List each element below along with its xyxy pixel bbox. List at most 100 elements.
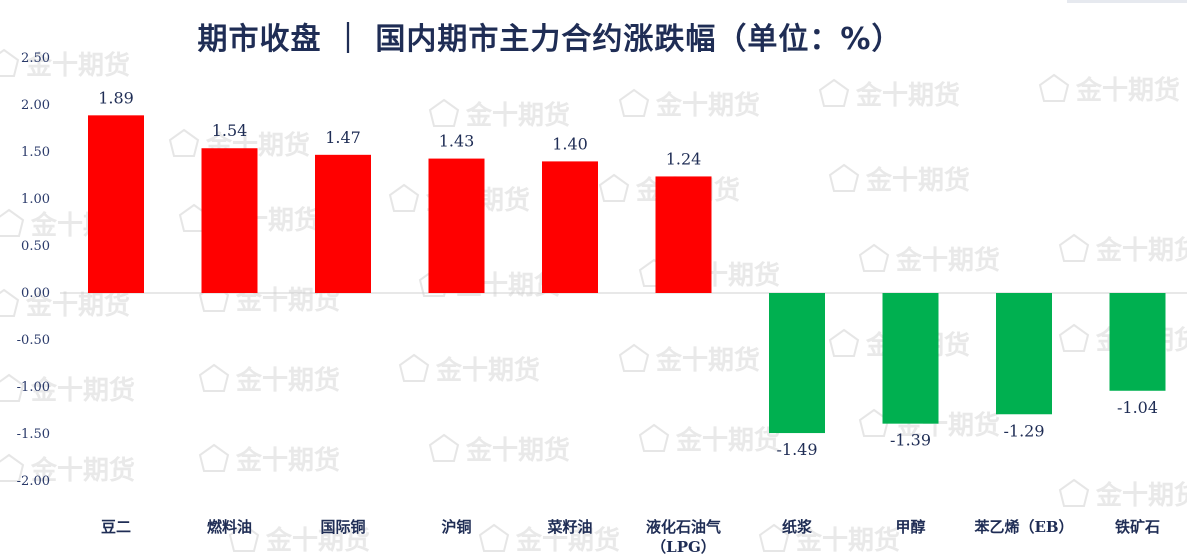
data-label: -1.04 xyxy=(1117,398,1158,417)
watermark-logo-icon xyxy=(618,88,650,117)
x-tick-label-line: 菜籽油 xyxy=(546,518,592,536)
data-label: 1.43 xyxy=(439,132,475,151)
x-tick-label: 液化石油气 （LPG） xyxy=(646,518,721,556)
x-tick-label: 豆二 xyxy=(101,518,131,536)
watermark-logo-icon xyxy=(398,353,430,382)
watermark-logo-icon xyxy=(828,328,860,357)
watermark: 金十期货 xyxy=(228,523,370,556)
data-label: 1.54 xyxy=(212,121,248,140)
y-tick-label: 1.50 xyxy=(21,145,50,160)
watermark: 金十期货 xyxy=(1058,233,1187,266)
watermark-text: 金十期货 xyxy=(675,425,780,456)
bar xyxy=(88,115,144,293)
labels-layer: 1.89 豆二 1.54 燃料油 1.47 国际铜 1.43 沪铜 1.40 菜籽油 1.24 液化石… xyxy=(98,88,1160,556)
data-label: -1.39 xyxy=(890,431,931,450)
watermark-text: 金十期货 xyxy=(25,290,130,321)
x-tick-label: 菜籽油 xyxy=(546,518,592,536)
watermark-text: 金十期货 xyxy=(865,165,970,196)
watermark-logo-icon xyxy=(198,363,230,392)
watermark-logo-icon xyxy=(228,523,260,552)
watermark: 金十期货 xyxy=(198,443,340,476)
y-tick-label: -1.00 xyxy=(17,380,50,395)
watermark: 金十期货 xyxy=(828,163,970,196)
y-tick-label: 2.00 xyxy=(21,98,50,113)
watermark-text: 金十期货 xyxy=(655,90,760,121)
watermark-logo-icon xyxy=(198,443,230,472)
watermark: 金十期货 xyxy=(0,373,135,406)
bars-layer xyxy=(88,115,1166,434)
y-tick-label: 0.00 xyxy=(21,286,50,301)
watermark-text: 金十期货 xyxy=(515,525,620,556)
watermark-logo-icon xyxy=(168,128,200,157)
watermark: 金十期货 xyxy=(428,433,570,466)
watermark: 金十期货 xyxy=(618,88,760,121)
watermark: 金十期货 xyxy=(1058,478,1187,511)
watermark: 金十期货 xyxy=(858,243,1000,276)
axis-layer: 2.50 2.00 1.50 1.00 0.50 0.00 -0.50 -1.00 -1.50 -… xyxy=(17,51,1187,489)
x-tick-label: 铁矿石 xyxy=(1115,518,1160,536)
watermark: 金十期货 xyxy=(398,353,540,386)
data-label: 1.40 xyxy=(552,134,588,153)
watermark-text: 金十期货 xyxy=(465,100,570,131)
watermark-text: 金十期货 xyxy=(1095,235,1187,266)
bar xyxy=(996,293,1052,415)
watermark: 金十期货 xyxy=(428,98,570,131)
x-tick-label-line: 铁矿石 xyxy=(1115,518,1160,536)
watermark-text: 金十期货 xyxy=(25,50,130,81)
y-tick-label: -1.50 xyxy=(17,427,50,442)
watermark-logo-icon xyxy=(598,173,630,202)
x-tick-label-line: 豆二 xyxy=(101,518,131,536)
y-tick-label: -2.00 xyxy=(17,474,50,489)
data-label: -1.29 xyxy=(1003,421,1044,440)
data-label: 1.47 xyxy=(325,128,361,147)
watermark-text: 金十期货 xyxy=(465,435,570,466)
watermark: 金十期货 xyxy=(198,363,340,396)
x-tick-label: 苯乙烯（EB） xyxy=(973,518,1073,536)
watermark-text: 金十期货 xyxy=(855,80,960,111)
watermark-layer: 金十期货金十期货金十期货金十期货金十期货金十期货金十期货金十期货金十期货金十期货… xyxy=(0,48,1187,556)
watermark: 金十期货 xyxy=(1038,73,1180,106)
bar xyxy=(315,154,371,293)
bar xyxy=(769,293,825,434)
y-tick-label: 0.50 xyxy=(21,239,50,254)
watermark: 金十期货 xyxy=(0,288,130,321)
watermark-text: 金十期货 xyxy=(795,525,900,556)
watermark-text: 金十期货 xyxy=(235,365,340,396)
watermark-text: 金十期货 xyxy=(30,455,135,486)
watermark-logo-icon xyxy=(0,288,20,317)
x-tick-label-line: 燃料油 xyxy=(207,518,252,536)
watermark-logo-icon xyxy=(0,373,25,402)
y-tick-label: 1.00 xyxy=(21,192,50,207)
watermark-logo-icon xyxy=(828,163,860,192)
watermark-logo-icon xyxy=(428,98,460,127)
watermark-text: 金十期货 xyxy=(895,245,1000,276)
y-tick-label: -0.50 xyxy=(17,333,50,348)
watermark: 金十期货 xyxy=(818,78,960,111)
watermark: 金十期货 xyxy=(758,523,900,556)
watermark-logo-icon xyxy=(618,343,650,372)
watermark-logo-icon xyxy=(0,453,25,482)
bar xyxy=(428,158,485,293)
bar xyxy=(1109,293,1166,391)
watermark: 金十期货 xyxy=(618,343,760,376)
watermark-text: 金十期货 xyxy=(30,375,135,406)
bar xyxy=(542,161,598,293)
watermark-logo-icon xyxy=(1038,73,1070,102)
watermark-logo-icon xyxy=(818,78,850,107)
data-label: -1.49 xyxy=(776,440,817,459)
watermark-logo-icon xyxy=(638,423,670,452)
watermark-logo-icon xyxy=(858,243,890,272)
x-tick-label: 沪铜 xyxy=(441,518,471,536)
data-label: 1.24 xyxy=(666,149,702,168)
bar xyxy=(201,148,258,293)
watermark: 金十期货 xyxy=(478,523,620,556)
x-tick-label-line: 苯乙烯（EB） xyxy=(973,518,1073,536)
watermark-logo-icon xyxy=(1058,233,1090,262)
x-tick-label-line: 纸浆 xyxy=(782,518,813,536)
watermark-text: 金十期货 xyxy=(435,355,540,386)
x-tick-label-line: 沪铜 xyxy=(441,518,471,536)
watermark-text: 金十期货 xyxy=(235,445,340,476)
watermark-logo-icon xyxy=(1058,478,1090,507)
bar xyxy=(655,176,712,293)
